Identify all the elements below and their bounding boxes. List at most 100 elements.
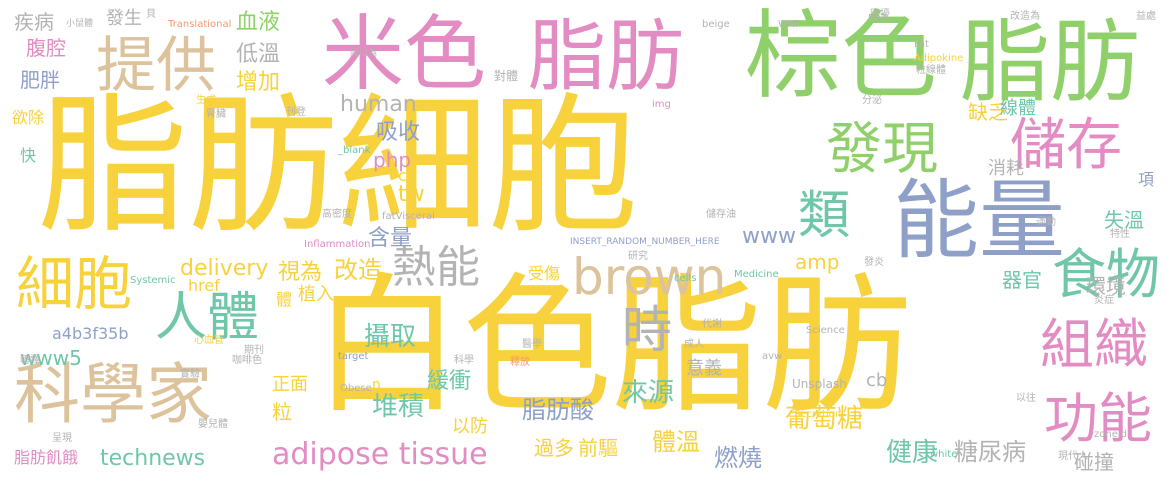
word: delivery — [180, 256, 269, 281]
word: cells — [674, 273, 697, 284]
word: Science — [806, 325, 845, 336]
word: 成人 — [684, 339, 704, 350]
word: 吸收 — [376, 120, 421, 145]
word: 脂肪飢餓 — [14, 448, 79, 467]
word: 發生 — [106, 8, 142, 29]
word: 組織 — [1040, 313, 1148, 376]
word: 以防 — [452, 416, 488, 437]
word: brown — [572, 248, 727, 306]
word: beige — [702, 19, 730, 30]
word: adipose tissue — [272, 437, 488, 472]
word: 發現 — [826, 117, 938, 182]
word: Medicine — [734, 269, 779, 280]
word: 細胞 — [16, 250, 133, 318]
word: 白色脂肪 — [312, 260, 913, 434]
word: 器官 — [1002, 268, 1042, 292]
word: 含量 — [368, 226, 413, 251]
word: 生成 — [196, 95, 216, 106]
word: 消耗 — [988, 158, 1024, 179]
word: 正面 — [272, 374, 308, 395]
word: technews — [100, 446, 206, 471]
word: 過多 — [534, 436, 574, 460]
word: 嬰兒體 — [198, 419, 228, 430]
word: 代謝 — [702, 319, 722, 330]
word: 體 — [276, 290, 293, 309]
word: 米色 — [322, 7, 487, 102]
word: 醫學 — [522, 339, 542, 350]
word: 食物 — [1052, 243, 1160, 306]
word: Inflammation — [304, 239, 371, 250]
word: 科學 — [454, 355, 474, 366]
word: 貝 — [146, 9, 156, 20]
word: 來源 — [622, 378, 675, 408]
word: 項 — [1138, 170, 1155, 189]
word: 糖尿病 — [954, 438, 1026, 466]
word: www — [742, 224, 796, 249]
word: 受傷 — [528, 264, 561, 283]
word: 腹腔 — [26, 36, 66, 60]
word: 實驗 — [180, 369, 200, 380]
word: Adipokine — [914, 53, 964, 64]
word: 視為 — [278, 260, 323, 285]
word: 棕色 — [745, 0, 937, 112]
word: 咖啡色 — [232, 355, 262, 366]
word: 炎症 — [1094, 295, 1114, 306]
word: 人體 — [155, 288, 260, 348]
word: 改造為 — [1010, 11, 1040, 22]
word: Unsplash — [792, 377, 847, 391]
word: human — [340, 92, 417, 117]
word: 脂肪細胞 — [38, 80, 639, 254]
word: 熱能 — [392, 242, 480, 293]
word: white — [930, 449, 958, 460]
word: 緩衝 — [427, 369, 472, 394]
word: 現代人 — [1058, 451, 1088, 462]
word: 增加 — [236, 70, 281, 95]
word: ck — [398, 166, 417, 185]
word: INSERT_RANDOM_NUMBER_HERE — [570, 237, 720, 247]
word: _blank — [338, 145, 371, 156]
word: 轉譯 — [20, 355, 40, 366]
word: 前驅 — [578, 436, 618, 460]
word: 健康 — [886, 438, 939, 468]
word: www5 — [20, 346, 82, 370]
word: 儲存油 — [706, 209, 736, 220]
word: 燃燒 — [714, 444, 762, 472]
word: 疾病 — [14, 10, 54, 34]
word: 攝取 — [364, 322, 417, 352]
word: cb — [866, 370, 888, 391]
word: 類 — [798, 186, 851, 246]
word: a4b3f35b — [52, 324, 129, 343]
word: 脂肪 — [960, 10, 1140, 115]
word: Translational — [168, 19, 232, 30]
word: 科學家 — [14, 356, 212, 433]
word: 粒線體 — [916, 65, 946, 76]
word: BAT — [868, 13, 888, 24]
word: Secretion — [794, 409, 842, 420]
word: 刊登 — [286, 107, 306, 118]
word: 益處 — [1136, 11, 1156, 22]
word: 脂肪 — [528, 12, 685, 102]
word: 欲除 — [12, 108, 45, 127]
word: Systemic — [130, 275, 176, 286]
word: tw — [398, 182, 425, 207]
word: 儲存 — [1010, 113, 1122, 178]
word: 脂肪酸 — [522, 396, 594, 424]
word: 肥胖 — [20, 68, 60, 92]
word: 腎臟 — [206, 109, 226, 120]
word: 缺乏 — [968, 100, 1008, 124]
word: 意義 — [686, 358, 722, 379]
word: 特性 — [1110, 229, 1130, 240]
word: 體溫 — [652, 428, 700, 456]
word: 期刊 — [244, 345, 264, 356]
word: img — [652, 99, 671, 110]
word: 失溫 — [1104, 208, 1144, 232]
word: 發炎 — [864, 257, 884, 268]
word: 能量 — [893, 171, 1065, 271]
word: WAT — [778, 19, 800, 30]
word: 以往 — [1016, 393, 1036, 404]
word: 研究 — [628, 251, 648, 262]
word: 時 — [622, 301, 672, 359]
word: 植入 — [298, 284, 334, 305]
word: amp — [795, 250, 840, 274]
